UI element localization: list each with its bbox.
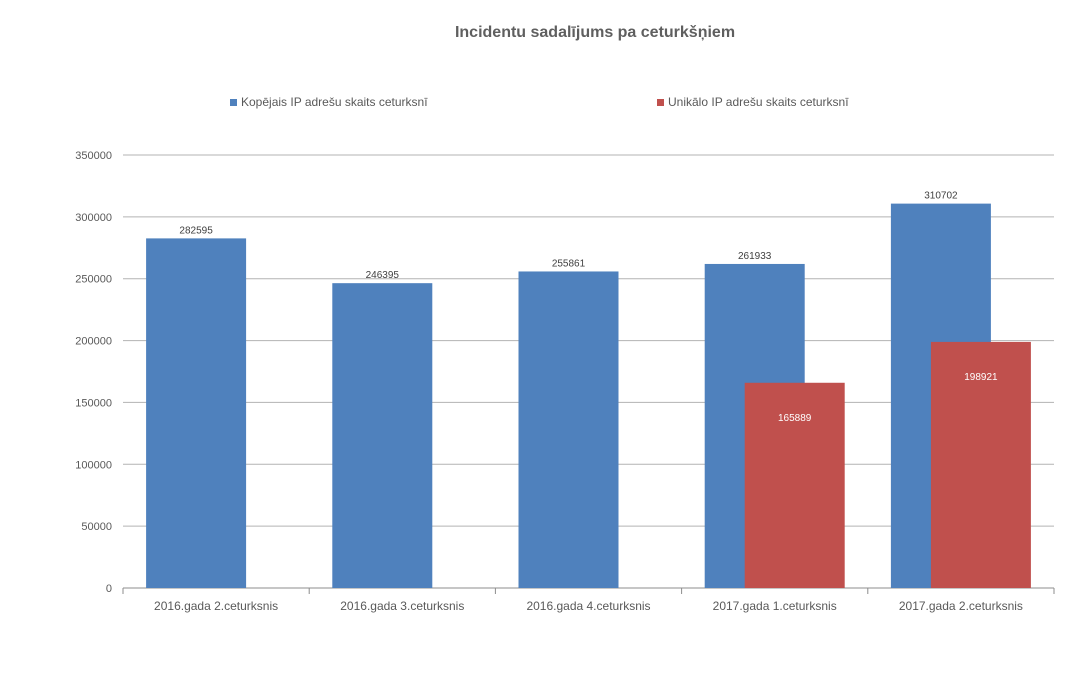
legend-swatch-unique (657, 98, 664, 106)
legend-item-total: Kopējais IP adrešu skaits ceturksnī (230, 95, 428, 109)
y-tick-label: 150000 (75, 397, 112, 409)
data-label-unique: 198921 (964, 372, 998, 383)
legend-item-unique: Unikālo IP adrešu skaits ceturksnī (657, 95, 849, 109)
y-tick-label: 200000 (75, 336, 112, 348)
y-tick-label: 0 (106, 583, 112, 595)
data-label-total: 255861 (552, 258, 586, 269)
x-tick-label: 2017.gada 2.ceturksnis (899, 599, 1023, 613)
y-tick-label: 250000 (75, 274, 112, 286)
bar-total (518, 271, 619, 588)
bar-unique (930, 341, 1031, 588)
data-label-total: 261933 (738, 251, 772, 262)
bar-total (146, 238, 247, 588)
data-label-total: 310702 (924, 191, 958, 202)
legend-label-unique: Unikālo IP adrešu skaits ceturksnī (668, 95, 849, 109)
y-tick-label: 300000 (75, 212, 112, 224)
chart-title: Incidentu sadalījums pa ceturkšņiem (454, 24, 736, 41)
legend-label-total: Kopējais IP adrešu skaits ceturksnī (241, 95, 428, 109)
legend-swatch-total (230, 98, 237, 106)
y-tick-label: 100000 (75, 459, 112, 471)
data-label-unique: 165889 (778, 413, 812, 424)
bar-total (332, 283, 433, 588)
x-tick-label: 2016.gada 4.ceturksnis (526, 599, 650, 613)
y-tick-label: 50000 (81, 521, 112, 533)
x-tick-label: 2017.gada 1.ceturksnis (713, 599, 837, 613)
data-label-total: 246395 (366, 270, 400, 281)
x-tick-label: 2016.gada 3.ceturksnis (340, 599, 464, 613)
data-label-total: 282595 (179, 225, 213, 236)
bar-unique (744, 382, 845, 588)
y-tick-label: 350000 (75, 150, 112, 162)
x-tick-label: 2016.gada 2.ceturksnis (154, 599, 278, 613)
